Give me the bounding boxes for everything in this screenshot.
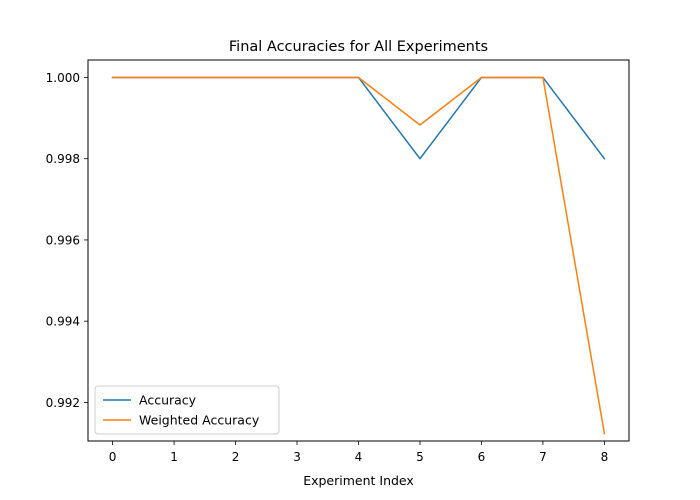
legend-box (94, 385, 280, 435)
chart-title: Final Accuracies for All Experiments (229, 39, 488, 55)
x-tick-label: 1 (170, 450, 178, 464)
x-tick-label: 8 (601, 450, 609, 464)
legend: Accuracy Weighted Accuracy (94, 385, 280, 435)
legend-label-1: Weighted Accuracy (139, 413, 260, 428)
x-tick-label: 6 (478, 450, 486, 464)
x-tick-label: 2 (232, 450, 240, 464)
x-tick-label: 7 (539, 450, 547, 464)
y-tick-label: 0.998 (46, 152, 80, 166)
y-tick-label: 0.992 (46, 396, 80, 410)
x-axis-label: Experiment Index (303, 473, 414, 488)
legend-label-0: Accuracy (139, 393, 197, 408)
x-tick-label: 4 (355, 450, 363, 464)
y-tick-label: 0.996 (46, 233, 80, 247)
y-tick-label: 0.994 (46, 315, 80, 329)
x-tick-label: 5 (416, 450, 424, 464)
x-tick-label: 3 (293, 450, 301, 464)
y-tick-label: 1.000 (46, 71, 80, 85)
x-tick-label: 0 (109, 450, 117, 464)
series-line-1 (111, 76, 606, 435)
